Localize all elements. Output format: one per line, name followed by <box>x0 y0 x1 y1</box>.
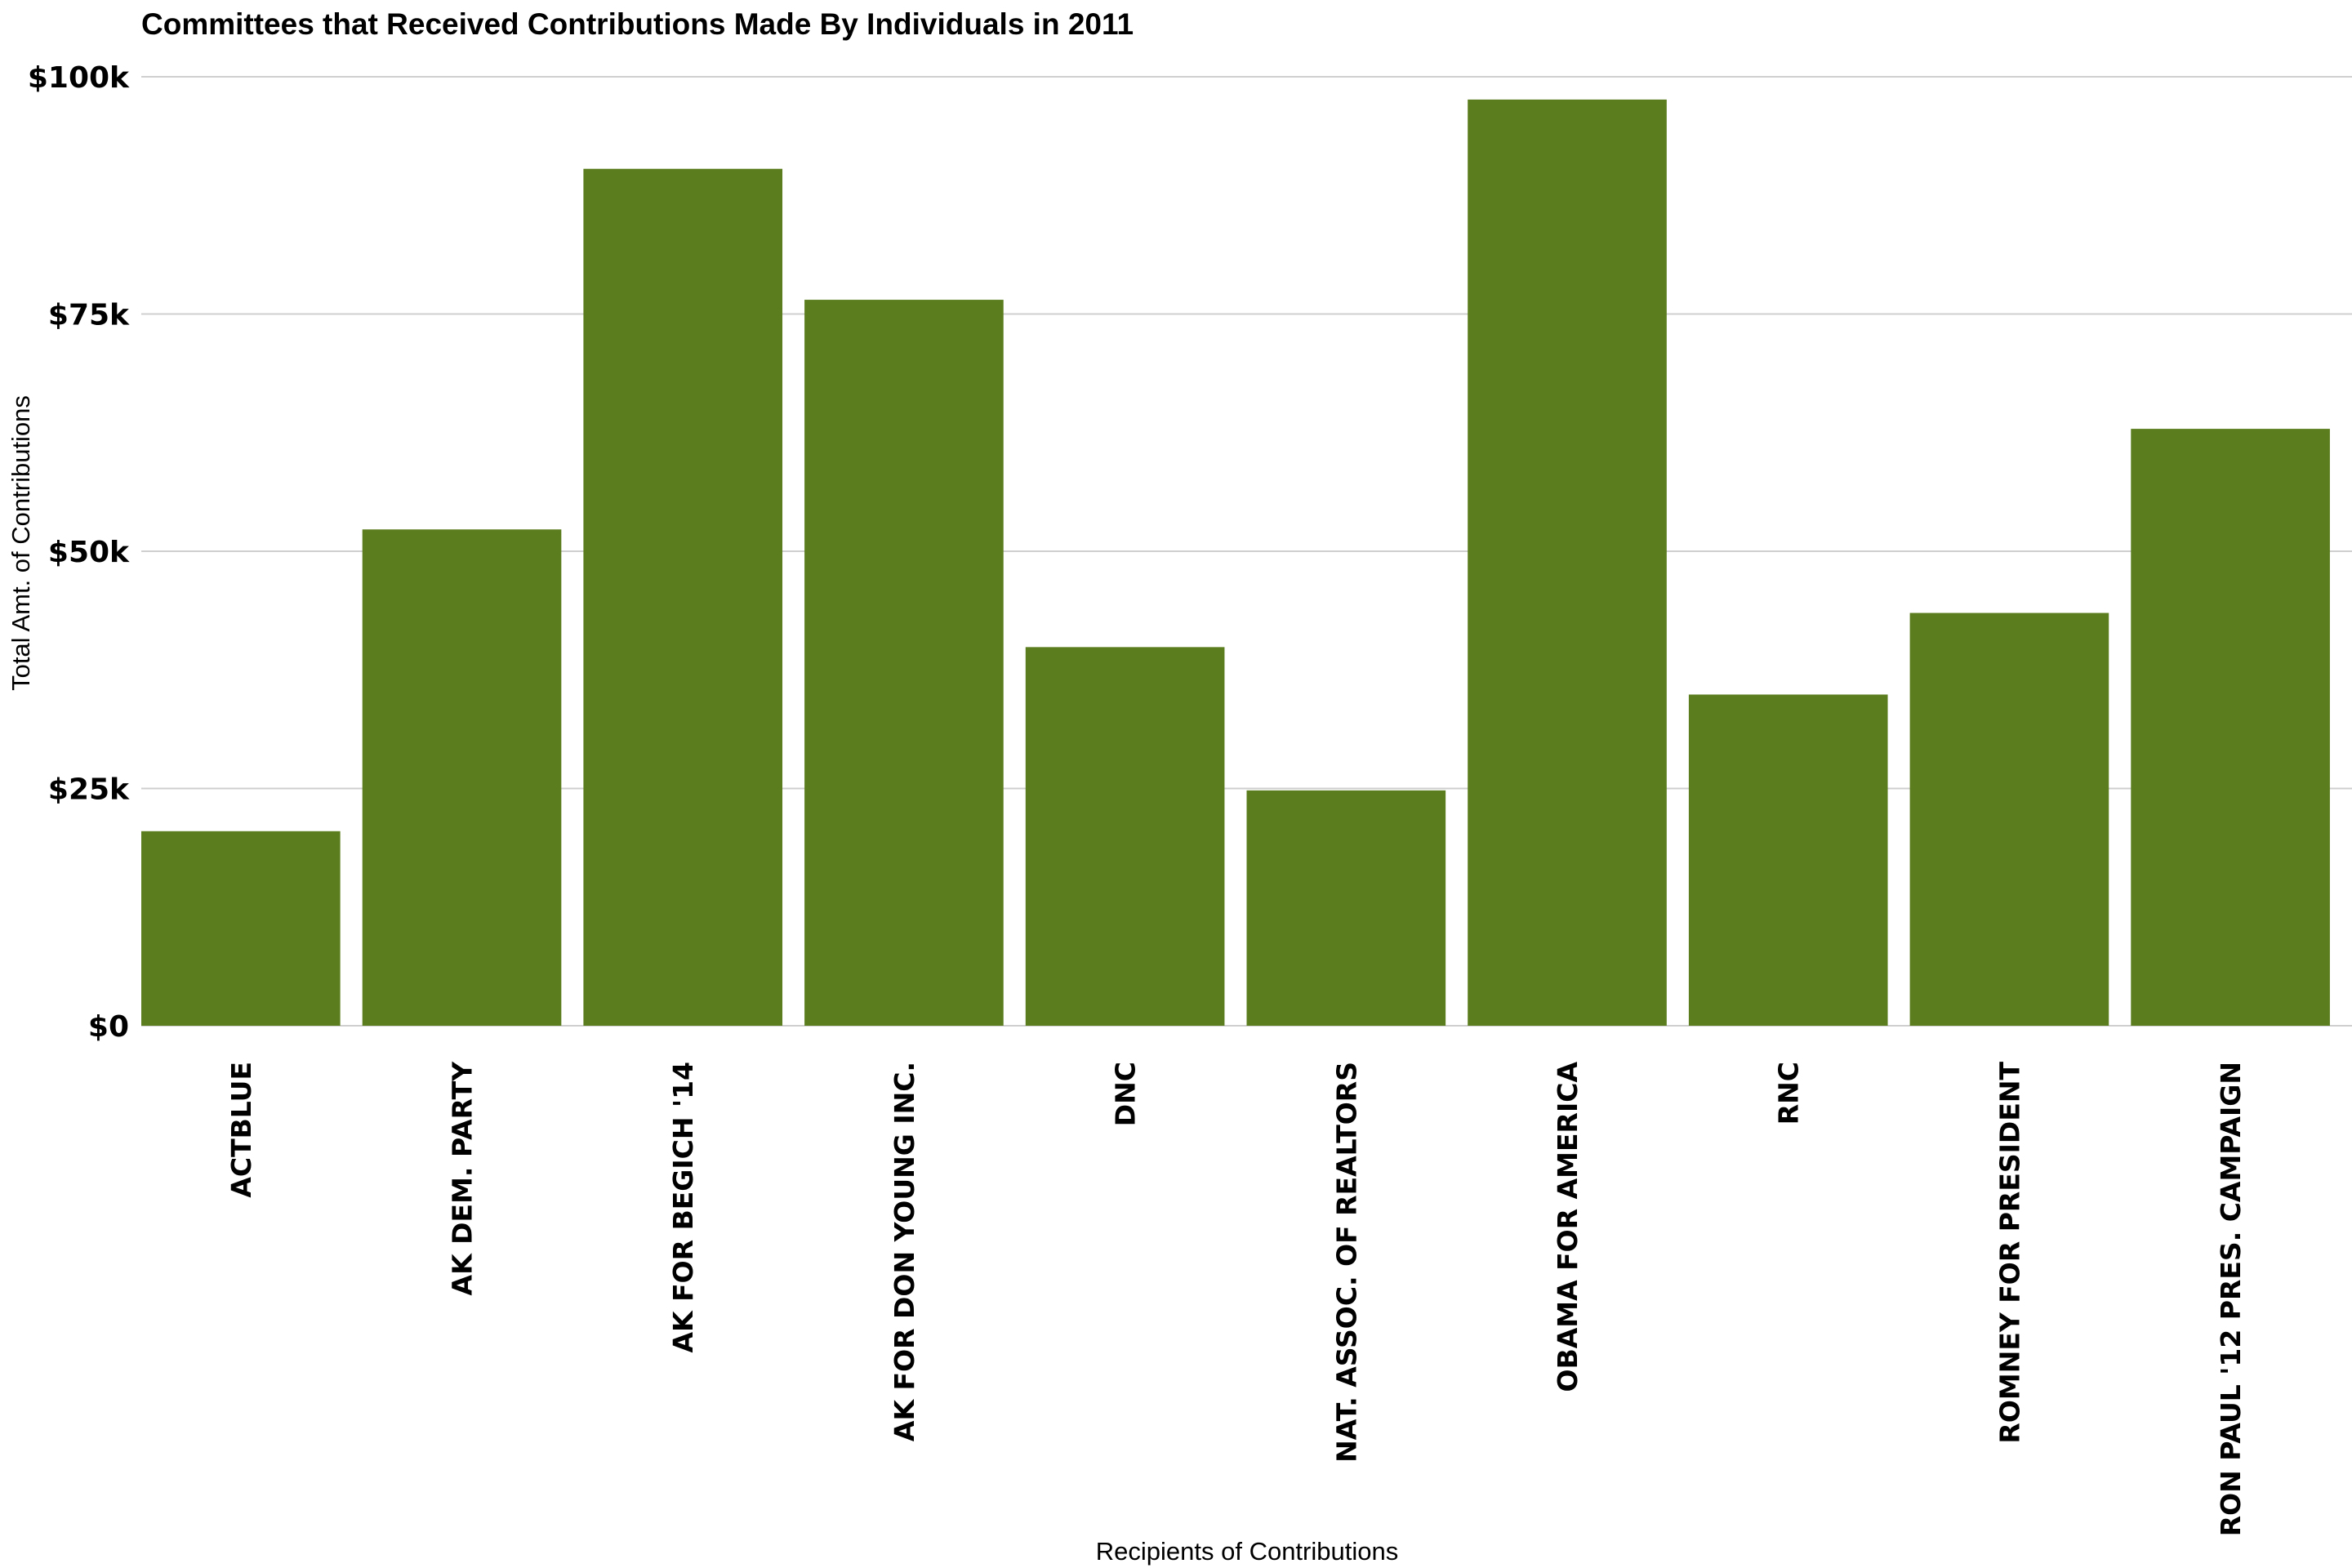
bar <box>1909 612 2109 1026</box>
bar <box>1468 99 1667 1027</box>
y-tick-label: $100k <box>28 61 130 95</box>
x-tick-label: ACTBLUE <box>225 1062 257 1198</box>
x-tick-label: RNC <box>1773 1062 1805 1125</box>
bar <box>362 529 562 1026</box>
x-tick-label: OBAMA FOR AMERICA <box>1552 1062 1584 1392</box>
x-axis-ticks: ACTBLUE AK DEM. PARTY AK FOR BEGICH '14 AK … <box>225 1061 2247 1536</box>
y-tick-label: $50k <box>48 536 130 569</box>
bar <box>583 168 783 1027</box>
x-tick-label: ROMNEY FOR PRESIDENT <box>1993 1062 2025 1444</box>
x-tick-label: NAT. ASSOC. OF REALTORS <box>1330 1062 1362 1463</box>
x-tick-label: AK FOR DON YOUNG INC. <box>889 1062 920 1441</box>
bars <box>141 99 2330 1027</box>
x-tick-label: DNC <box>1110 1062 1142 1126</box>
bar <box>1025 647 1225 1026</box>
bar <box>804 300 1004 1026</box>
x-axis-title: Recipients of Contributions <box>1096 1537 1398 1566</box>
bar <box>1246 790 1446 1026</box>
y-tick-label: $75k <box>48 299 130 332</box>
bar <box>141 831 341 1026</box>
y-tick-label: $25k <box>48 773 130 807</box>
bar <box>2131 429 2330 1026</box>
y-axis-ticks: $0 $25k $50k $75k $100k <box>28 61 130 1044</box>
x-tick-label: AK FOR BEGICH '14 <box>667 1062 699 1353</box>
chart-title: Committees that Received Contributions M… <box>141 7 1134 41</box>
y-axis-title: Total Amt. of Contributions <box>7 395 35 691</box>
x-tick-label: RON PAUL '12 PRES. CAMPAIGN <box>2215 1062 2247 1536</box>
bar <box>1688 694 1888 1026</box>
x-tick-label: AK DEM. PARTY <box>447 1061 479 1296</box>
y-tick-label: $0 <box>88 1010 129 1044</box>
